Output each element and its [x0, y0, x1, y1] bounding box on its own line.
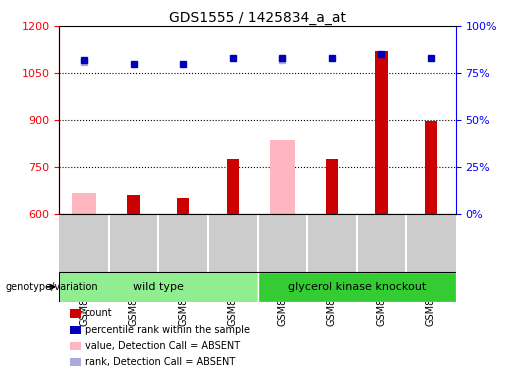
Text: wild type: wild type [133, 282, 184, 292]
Title: GDS1555 / 1425834_a_at: GDS1555 / 1425834_a_at [169, 11, 346, 25]
Bar [72, 194, 96, 214]
Bar [425, 121, 437, 214]
Bar [127, 195, 140, 214]
Text: percentile rank within the sample: percentile rank within the sample [85, 325, 250, 334]
Text: count: count [85, 309, 113, 318]
Bar [59, 272, 258, 302]
Bar [270, 140, 295, 214]
Text: value, Detection Call = ABSENT: value, Detection Call = ABSENT [85, 341, 240, 351]
Text: genotype/variation: genotype/variation [5, 282, 98, 292]
Bar [227, 159, 239, 214]
Bar [325, 159, 338, 214]
Text: glycerol kinase knockout: glycerol kinase knockout [287, 282, 426, 292]
Text: rank, Detection Call = ABSENT: rank, Detection Call = ABSENT [85, 357, 235, 367]
Bar [177, 198, 190, 214]
Bar [375, 51, 388, 214]
Bar [258, 272, 456, 302]
